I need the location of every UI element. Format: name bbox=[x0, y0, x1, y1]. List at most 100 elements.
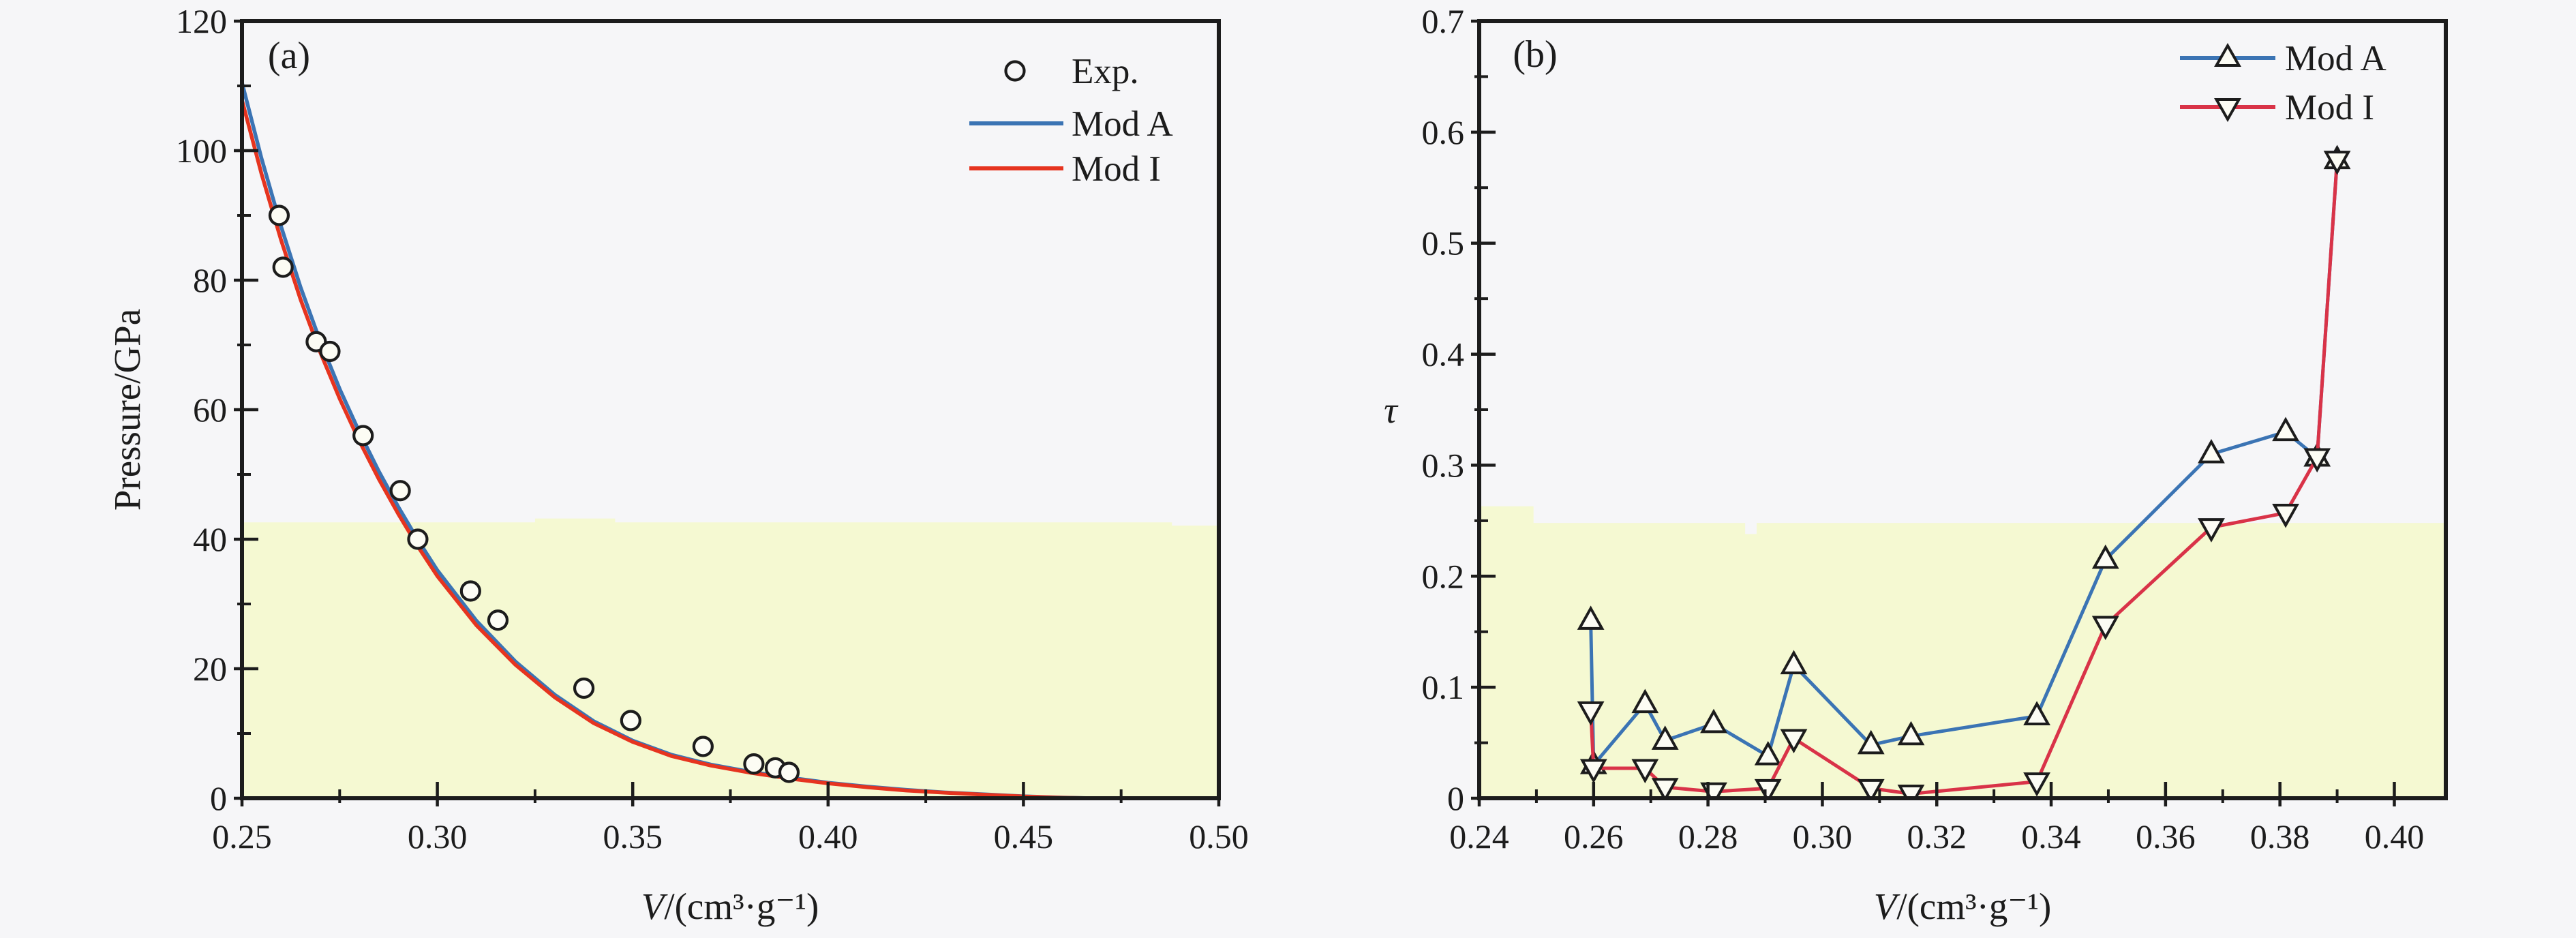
panel-b-x-axis-title: V/(cm³·g⁻¹) bbox=[1874, 886, 2052, 927]
exp-data-point bbox=[268, 205, 290, 226]
triangle-up-data-point bbox=[1631, 689, 1659, 714]
y-tick-label: 80 bbox=[193, 261, 227, 299]
legend-mod-i-label: Mod I bbox=[1072, 149, 1161, 189]
triangle-down-data-point bbox=[1857, 778, 1885, 798]
triangle-up-data-point bbox=[2023, 701, 2050, 725]
panel-b: 0.24 0.26 0.28 0.30 0.32 0.34 0.36 0.38 0.40 0 0.1… bbox=[1384, 2, 2448, 927]
triangle-down-data-point bbox=[2091, 616, 2119, 641]
panel-a-x-axis-title: V/(cm³·g⁻¹) bbox=[641, 886, 819, 927]
triangle-up-data-point bbox=[2091, 544, 2119, 569]
exp-data-point bbox=[272, 256, 294, 278]
legend-exp-marker-icon bbox=[1004, 60, 1026, 82]
panel-a-border bbox=[240, 19, 1221, 800]
triangle-down-data-point bbox=[1631, 759, 1659, 784]
x-tick-label: 0.32 bbox=[1907, 817, 1967, 856]
panel-a-label: (a) bbox=[268, 35, 310, 77]
y-tick-label: 40 bbox=[193, 520, 227, 558]
triangle-up-data-point bbox=[1754, 741, 1782, 766]
legend-b-mod-a-label: Mod A bbox=[2285, 39, 2386, 78]
panel-b-plot-area: 0.24 0.26 0.28 0.30 0.32 0.34 0.36 0.38 0.40 0 0.1… bbox=[1422, 2, 2446, 856]
panel-b-border bbox=[1477, 19, 2448, 800]
triangle-up-data-point bbox=[1780, 650, 1808, 675]
triangle-up-data-point bbox=[1577, 605, 1605, 630]
triangle-down-data-point bbox=[1579, 759, 1607, 784]
panel-a-x-title-units: /(cm³·g⁻¹) bbox=[664, 886, 819, 927]
triangle-up-data-point bbox=[1651, 725, 1679, 750]
x-tick-label: 0.35 bbox=[603, 817, 663, 856]
x-tick-label: 0.40 bbox=[2365, 817, 2425, 856]
y-tick-label: 0.1 bbox=[1422, 668, 1465, 706]
triangle-up-data-point bbox=[1897, 721, 1925, 746]
triangle-down-data-point bbox=[1897, 784, 1925, 798]
legend-mod-a-label: Mod A bbox=[1072, 104, 1173, 144]
clipped-region bbox=[242, 80, 1219, 798]
x-tick-label: 0.40 bbox=[798, 817, 858, 856]
y-tick-label: 0.4 bbox=[1422, 335, 1465, 374]
x-tick-label: 0.45 bbox=[994, 817, 1054, 856]
x-tick-label: 0.36 bbox=[2136, 817, 2196, 856]
x-tick-label: 0.25 bbox=[212, 817, 272, 856]
exp-data-point bbox=[389, 480, 411, 502]
panel-b-label: (b) bbox=[1513, 33, 1557, 76]
y-tick-label: 0.2 bbox=[1422, 557, 1465, 595]
exp-data-point bbox=[743, 753, 765, 775]
panel-b-x-title-units: /(cm³·g⁻¹) bbox=[1896, 886, 2051, 927]
clipped-region bbox=[1479, 145, 2446, 798]
y-tick-label: 100 bbox=[176, 132, 227, 170]
y-tick-label: 60 bbox=[193, 391, 227, 429]
triangle-down-data-point bbox=[1754, 778, 1782, 798]
y-tick-label: 0.3 bbox=[1422, 446, 1465, 484]
panel-a-plot-area: 0.25 0.30 0.35 0.40 0.45 0.50 0 20 40 60 80 100 120 bbox=[176, 2, 1249, 856]
x-tick-label: 0.28 bbox=[1678, 817, 1738, 856]
x-tick-label: 0.38 bbox=[2250, 817, 2310, 856]
exp-data-point bbox=[487, 609, 509, 631]
y-tick-label: 0 bbox=[210, 779, 227, 817]
y-tick-label: 20 bbox=[193, 650, 227, 688]
triangle-down-data-point bbox=[1780, 729, 1808, 754]
y-tick-label: 0.6 bbox=[1422, 113, 1465, 151]
panel-a-x-title-symbol: V bbox=[641, 886, 668, 927]
legend-exp-label: Exp. bbox=[1072, 52, 1139, 91]
exp-data-point bbox=[407, 528, 429, 550]
triangle-down-data-point bbox=[2023, 772, 2050, 797]
panel-b-legend: Mod A Mod I bbox=[2180, 39, 2386, 127]
y-tick-label: 120 bbox=[176, 2, 227, 40]
legend-b-mod-i-label: Mod I bbox=[2285, 88, 2374, 127]
exp-data-point bbox=[778, 761, 800, 783]
triangle-down-data-point bbox=[2323, 151, 2351, 175]
x-tick-label: 0.26 bbox=[1564, 817, 1624, 856]
y-tick-label: 0 bbox=[1447, 779, 1464, 817]
y-tick-label: 0.5 bbox=[1422, 224, 1465, 262]
legend-b-triangle-down-icon bbox=[2214, 98, 2241, 123]
x-tick-label: 0.34 bbox=[2021, 817, 2081, 856]
highlight-band bbox=[1479, 506, 2446, 798]
panel-a: 0.25 0.30 0.35 0.40 0.45 0.50020406080100120 … bbox=[106, 2, 1249, 927]
legend-b-triangle-up-icon bbox=[2214, 42, 2241, 67]
exp-data-point bbox=[319, 340, 341, 363]
x-tick-label: 0.50 bbox=[1189, 817, 1249, 856]
triangle-down-data-point bbox=[2272, 503, 2299, 528]
panel-a-legend: Exp. Mod A Mod I bbox=[969, 52, 1173, 189]
exp-data-point bbox=[352, 425, 374, 447]
exp-data-point bbox=[620, 710, 641, 731]
triangle-up-data-point bbox=[2198, 439, 2225, 464]
panel-b-y-axis-title: τ bbox=[1384, 389, 1399, 431]
triangle-down-data-point bbox=[1577, 701, 1605, 726]
triangle-down-data-point bbox=[2198, 518, 2225, 543]
exp-data-point bbox=[459, 580, 481, 602]
panel-a-y-axis-title: Pressure/GPa bbox=[106, 309, 148, 511]
x-tick-label: 0.24 bbox=[1449, 817, 1509, 856]
triangle-down-data-point bbox=[1651, 778, 1679, 798]
y-tick-label: 0.7 bbox=[1422, 2, 1465, 40]
triangle-up-data-point bbox=[1857, 729, 1885, 755]
triangle-down-data-point bbox=[2303, 448, 2331, 473]
panel-b-x-title-symbol: V bbox=[1874, 886, 1900, 927]
exp-data-point bbox=[573, 677, 595, 699]
triangle-up-data-point bbox=[1700, 708, 1727, 733]
highlight-band bbox=[242, 518, 1219, 798]
triangle-up-data-point bbox=[2272, 417, 2299, 442]
x-tick-label: 0.30 bbox=[1793, 817, 1853, 856]
exp-data-point bbox=[692, 736, 714, 757]
